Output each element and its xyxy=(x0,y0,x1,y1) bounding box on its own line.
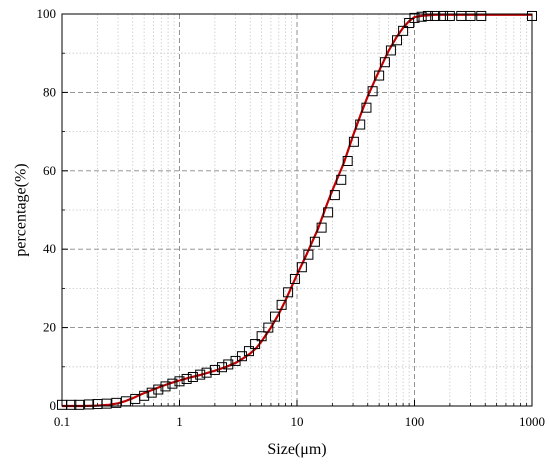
data-point xyxy=(195,369,206,380)
data-point xyxy=(379,57,390,68)
data-point xyxy=(367,86,378,97)
x-tick-label: 0.1 xyxy=(54,414,70,429)
x-tick-label: 1000 xyxy=(519,414,545,429)
y-axis-title: percentage(%) xyxy=(13,163,30,256)
data-point xyxy=(323,207,334,218)
data-point xyxy=(160,381,171,392)
data-point xyxy=(438,10,449,21)
x-tick-label: 1 xyxy=(176,414,183,429)
data-point xyxy=(404,18,415,29)
data-point xyxy=(355,119,366,130)
y-tick-label: 20 xyxy=(43,320,56,335)
y-tick-label: 40 xyxy=(43,241,56,256)
data-point xyxy=(217,362,228,373)
marker-layer xyxy=(57,10,537,410)
y-tick-label: 0 xyxy=(50,398,57,413)
data-point xyxy=(181,373,192,384)
data-point xyxy=(187,371,198,382)
data-point xyxy=(374,70,385,81)
y-tick-label: 60 xyxy=(43,163,56,178)
data-point xyxy=(465,10,476,21)
data-point xyxy=(250,339,261,350)
data-point xyxy=(201,367,212,378)
data-point xyxy=(342,156,353,166)
data-point xyxy=(329,190,340,201)
y-tick-label: 80 xyxy=(43,84,56,99)
data-point xyxy=(392,35,403,46)
data-point xyxy=(456,10,467,21)
y-tick-labels: 0 20 40 60 80 100 xyxy=(37,6,57,413)
data-point xyxy=(236,351,247,362)
data-point xyxy=(385,45,396,56)
data-point xyxy=(111,397,122,408)
data-point xyxy=(153,384,164,395)
data-point xyxy=(430,10,441,21)
data-point xyxy=(276,299,287,310)
data-point xyxy=(74,399,85,410)
x-tick-labels: 0.1 1 10 100 1000 xyxy=(54,414,545,429)
data-point xyxy=(476,10,487,21)
data-point xyxy=(256,331,267,342)
data-point xyxy=(309,236,320,247)
data-point xyxy=(422,10,433,21)
data-point xyxy=(416,11,427,22)
data-point xyxy=(101,398,112,409)
data-point xyxy=(146,387,157,398)
data-point xyxy=(444,10,455,21)
data-point xyxy=(270,311,281,322)
x-tick-label: 10 xyxy=(291,414,304,429)
data-point xyxy=(139,390,150,401)
data-point xyxy=(263,322,274,333)
x-tick-label: 100 xyxy=(405,414,425,429)
data-point xyxy=(361,102,372,113)
data-point xyxy=(174,376,185,387)
axis-ticks xyxy=(61,13,533,407)
data-point xyxy=(66,399,77,410)
data-point xyxy=(289,273,300,284)
data-point xyxy=(303,249,314,260)
data-point xyxy=(283,287,294,298)
y-tick-label: 100 xyxy=(37,6,57,21)
data-point xyxy=(296,262,307,273)
data-point xyxy=(316,222,327,233)
data-point xyxy=(336,174,347,185)
data-point xyxy=(398,25,409,36)
data-point xyxy=(223,359,234,370)
data-point xyxy=(348,136,359,147)
data-point xyxy=(84,399,95,410)
data-point xyxy=(409,12,420,23)
data-point xyxy=(167,378,178,389)
data-point xyxy=(243,346,254,357)
data-point xyxy=(209,364,220,375)
x-axis-title: Size(μm) xyxy=(267,441,326,458)
